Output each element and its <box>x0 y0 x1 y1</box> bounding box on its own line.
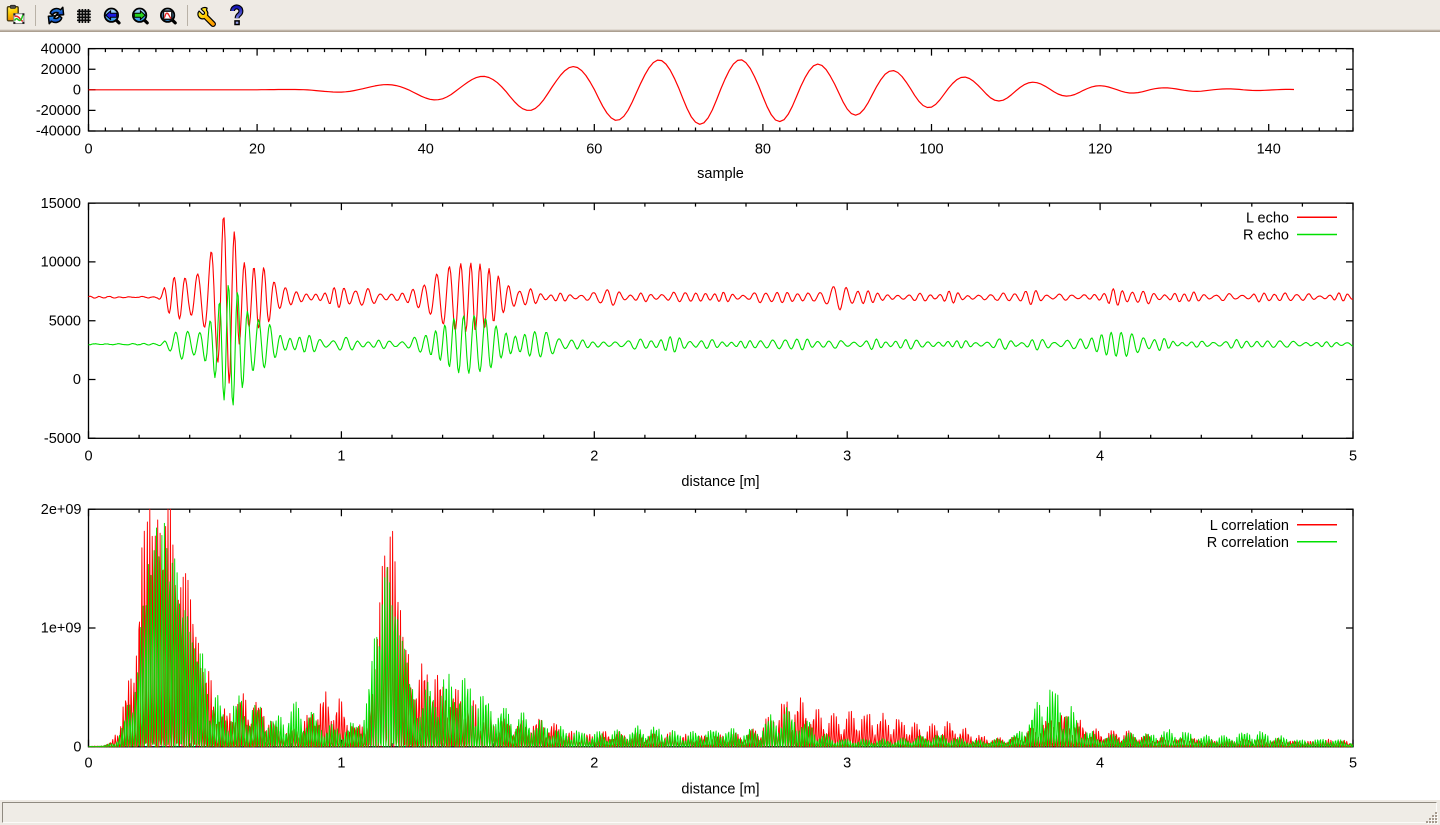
svg-text:5: 5 <box>1349 756 1357 772</box>
svg-text:sample: sample <box>697 166 744 182</box>
svg-text:0: 0 <box>73 372 81 388</box>
svg-text:10000: 10000 <box>41 255 81 271</box>
svg-text:20: 20 <box>249 142 265 158</box>
svg-text:1: 1 <box>337 756 345 772</box>
svg-text:distance [m]: distance [m] <box>681 782 759 798</box>
svg-text:4: 4 <box>1096 756 1104 772</box>
svg-text:distance [m]: distance [m] <box>681 474 759 490</box>
svg-text:40000: 40000 <box>41 41 81 57</box>
svg-text:40: 40 <box>418 142 434 158</box>
svg-text:100: 100 <box>919 142 943 158</box>
svg-text:2e+09: 2e+09 <box>41 502 82 518</box>
svg-text:0: 0 <box>73 83 81 99</box>
svg-text:20000: 20000 <box>41 62 81 78</box>
svg-text:L echo: L echo <box>1246 210 1289 226</box>
svg-text:3: 3 <box>843 756 851 772</box>
svg-text:5: 5 <box>1349 448 1357 464</box>
svg-text:2: 2 <box>590 448 598 464</box>
svg-text:0: 0 <box>84 448 92 464</box>
svg-text:120: 120 <box>1088 142 1112 158</box>
svg-text:1e+09: 1e+09 <box>41 621 82 637</box>
svg-text:-40000: -40000 <box>36 124 81 140</box>
svg-text:80: 80 <box>755 142 771 158</box>
svg-text:R echo: R echo <box>1243 228 1289 244</box>
svg-text:3: 3 <box>843 448 851 464</box>
svg-text:0: 0 <box>84 756 92 772</box>
svg-text:4: 4 <box>1096 448 1104 464</box>
svg-text:0: 0 <box>73 740 81 756</box>
svg-text:60: 60 <box>586 142 602 158</box>
svg-text:-5000: -5000 <box>44 431 81 447</box>
svg-text:-20000: -20000 <box>36 103 81 119</box>
svg-text:1: 1 <box>337 448 345 464</box>
svg-text:5000: 5000 <box>49 313 81 329</box>
svg-text:L correlation: L correlation <box>1210 518 1289 534</box>
svg-text:140: 140 <box>1257 142 1281 158</box>
svg-text:15000: 15000 <box>41 196 81 212</box>
svg-text:R correlation: R correlation <box>1207 535 1289 551</box>
svg-text:0: 0 <box>84 142 92 158</box>
svg-text:2: 2 <box>590 756 598 772</box>
